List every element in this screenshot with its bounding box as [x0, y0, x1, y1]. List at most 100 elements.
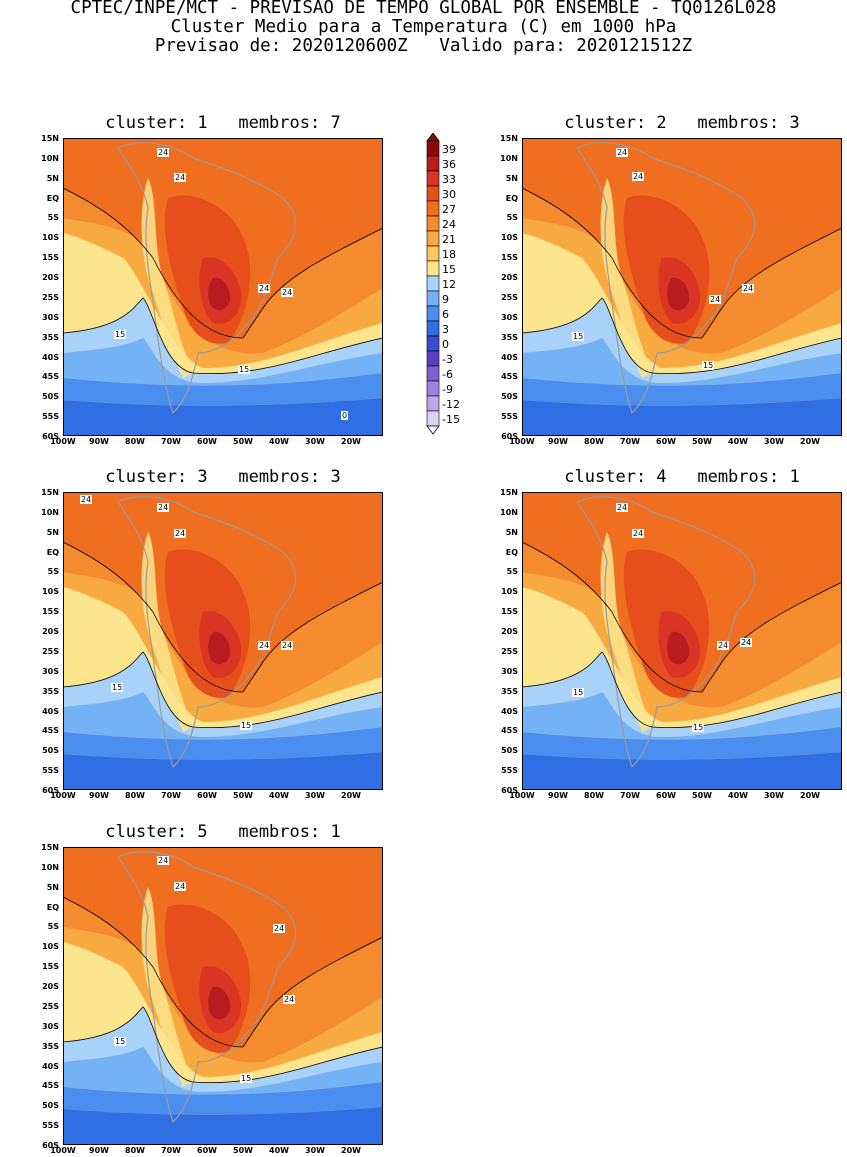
contour-label: 24 — [174, 882, 187, 891]
latitude-tick-label: 15N — [41, 843, 59, 852]
colorbar-swatch — [426, 275, 440, 292]
temperature-band — [63, 398, 383, 436]
color-scale-legend: 39 36 33 30 27 24 21 18 15 12 9 6 3 0 -3 -6 -9 -12 -15 — [425, 133, 485, 443]
continent-outline — [117, 496, 297, 769]
contour-label: 24 — [273, 924, 286, 933]
colorbar-label: 0 — [442, 338, 449, 351]
temperature-band — [522, 373, 842, 406]
contour-label: 24 — [281, 288, 294, 297]
temperature-band — [522, 752, 842, 790]
latitude-tick-label: 5S — [506, 567, 518, 577]
latitude-tick-label: 10N — [500, 507, 518, 517]
colorbar-swatch — [426, 380, 440, 397]
header-line-1: CPTEC/INPE/MCT - PREVISAO DE TEMPO GLOBA… — [70, 0, 777, 18]
warm-core-region — [208, 277, 231, 311]
longitude-tick-label: 20W — [341, 1146, 361, 1155]
contour-label: 15 — [114, 1037, 127, 1046]
latitude-tick-label: 50S — [501, 746, 518, 756]
latitude-tick-label: 15S — [501, 253, 518, 263]
latitude-tick-label: 5N — [46, 527, 59, 537]
latitude-tick-label: 35S — [501, 686, 518, 696]
contour-label: 15 — [238, 365, 251, 374]
map-frame — [522, 138, 842, 436]
colorbar-swatch — [426, 290, 440, 307]
contour-label: 24 — [283, 995, 296, 1004]
longitude-tick-label: 90W — [89, 437, 109, 446]
longitude-tick-label: 80W — [125, 1146, 145, 1155]
latitude-tick-label: 25S — [42, 646, 59, 656]
longitude-tick-label: 20W — [800, 791, 820, 800]
temperature-band — [522, 298, 842, 383]
contour-label: 24 — [157, 503, 170, 512]
temperature-band — [522, 188, 842, 354]
latitude-tick-label: 20S — [42, 273, 59, 283]
contour-label: 24 — [258, 284, 271, 293]
latitude-tick-label: 10S — [42, 233, 59, 243]
latitude-tick-label: 5S — [47, 567, 59, 577]
latitude-tick-label: 35S — [42, 332, 59, 342]
latitude-tick-label: EQ — [46, 902, 59, 912]
colorbar-label: 18 — [442, 248, 456, 261]
longitude-tick-label: 90W — [548, 437, 568, 446]
longitude-tick-label: 80W — [125, 437, 145, 446]
andes-cool-strip — [141, 887, 193, 1087]
temperature-field — [63, 138, 383, 436]
colorbar-bottom-arrow — [426, 425, 440, 435]
contour-label: 24 — [258, 641, 271, 650]
longitude-tick-label: 40W — [728, 791, 748, 800]
contour-label: 24 — [157, 856, 170, 865]
cluster-title: cluster: 5 membros: 1 — [105, 822, 341, 842]
latitude-tick-label: 10N — [41, 153, 59, 163]
latitude-tick-label: 15N — [500, 134, 518, 143]
temperature-field — [63, 847, 383, 1145]
colorbar-swatch — [426, 245, 440, 262]
colorbar-label: 3 — [442, 323, 449, 336]
latitude-tick-label: EQ — [505, 547, 518, 557]
latitude-tick-label: 5S — [47, 213, 59, 223]
temperature-band — [63, 542, 383, 708]
temperature-band — [63, 338, 383, 386]
longitude-tick-label: 100W — [50, 437, 76, 446]
longitude-tick-label: 20W — [341, 791, 361, 800]
map-frame — [63, 492, 383, 790]
temperature-band — [63, 233, 383, 374]
temperature-field — [522, 492, 842, 790]
temperature-band — [63, 1007, 383, 1092]
longitude-tick-label: 90W — [548, 791, 568, 800]
continent-outline — [117, 851, 297, 1124]
contour-label: 15 — [692, 723, 705, 732]
contour-label: 15 — [240, 721, 253, 730]
colorbar-label: -15 — [442, 413, 460, 426]
longitude-tick-label: 20W — [341, 437, 361, 446]
map-area — [63, 492, 383, 790]
warm-core-region — [208, 631, 231, 665]
continent-outline — [576, 142, 756, 415]
colorbar-swatch — [426, 185, 440, 202]
andes-cool-strip — [600, 532, 652, 732]
contour-label: 0 — [341, 411, 349, 420]
longitude-tick-label: 70W — [620, 791, 640, 800]
colorbar-label: 27 — [442, 203, 456, 216]
latitude-tick-label: 30S — [501, 666, 518, 676]
latitude-tick-label: 40S — [42, 1061, 59, 1071]
colorbar-label: 36 — [442, 158, 456, 171]
contour-label: 24 — [281, 641, 294, 650]
contour-15 — [63, 1006, 383, 1084]
longitude-tick-label: 40W — [269, 437, 289, 446]
latitude-tick-label: 50S — [42, 746, 59, 756]
longitude-tick-label: 50W — [233, 1146, 253, 1155]
latitude-tick-label: 30S — [42, 312, 59, 322]
contour-15 — [522, 297, 842, 375]
temperature-band — [63, 727, 383, 760]
colorbar-swatch — [426, 395, 440, 412]
latitude-tick-label: EQ — [46, 547, 59, 557]
temperature-band — [63, 373, 383, 406]
contour-15 — [522, 651, 842, 729]
figure-header: CPTEC/INPE/MCT - PREVISAO DE TEMPO GLOBA… — [0, 0, 847, 56]
latitude-tick-label: 35S — [501, 332, 518, 342]
latitude-tick-label: 55S — [42, 412, 59, 422]
contour-label: 15 — [572, 688, 585, 697]
longitude-tick-label: 40W — [269, 1146, 289, 1155]
latitude-tick-label: 10N — [41, 507, 59, 517]
map-frame — [63, 138, 383, 436]
